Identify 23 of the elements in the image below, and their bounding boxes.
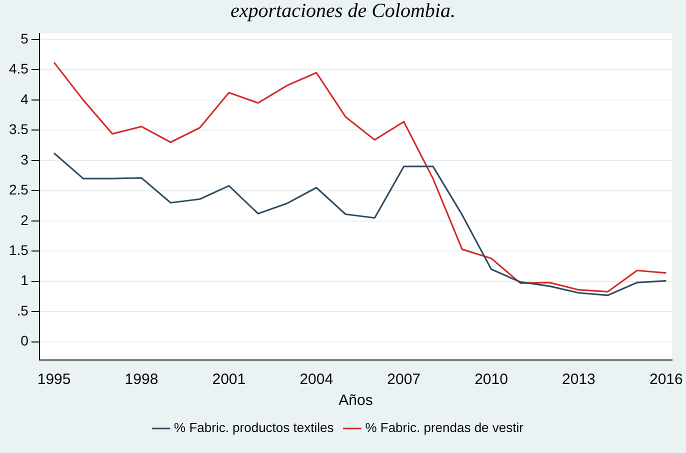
x-tick-label: 2007 xyxy=(387,371,421,388)
y-tick-label: 3 xyxy=(20,151,29,168)
y-tick-label: 2 xyxy=(20,212,29,228)
y-tick-label: 4 xyxy=(20,90,29,107)
x-tick-label: 2013 xyxy=(562,371,596,388)
x-tick-label: 2001 xyxy=(212,371,246,388)
y-tick-label: 2.5 xyxy=(8,182,29,198)
y-tick-label: 0 xyxy=(20,332,29,349)
x-tick-label: 1995 xyxy=(37,371,71,388)
chart-title: exportaciones de Colombia. xyxy=(230,0,456,22)
y-tick-label: 1 xyxy=(20,272,29,288)
legend-label: % Fabric. prendas de vestir xyxy=(365,420,524,436)
y-tick-label: .5 xyxy=(16,302,29,318)
x-tick-label: 2016 xyxy=(649,371,683,388)
x-tick-label: 2010 xyxy=(474,371,508,388)
legend-label: % Fabric. productos textiles xyxy=(174,420,334,436)
y-tick-label: 3.5 xyxy=(8,121,29,138)
y-tick-label: 4.5 xyxy=(8,60,29,77)
y-tick-label: 1.5 xyxy=(8,242,29,258)
x-axis-title: Años xyxy=(338,392,373,410)
y-tick-label: 5 xyxy=(20,30,29,46)
x-tick-label: 1998 xyxy=(124,371,158,388)
x-tick-label: 2004 xyxy=(300,371,334,388)
